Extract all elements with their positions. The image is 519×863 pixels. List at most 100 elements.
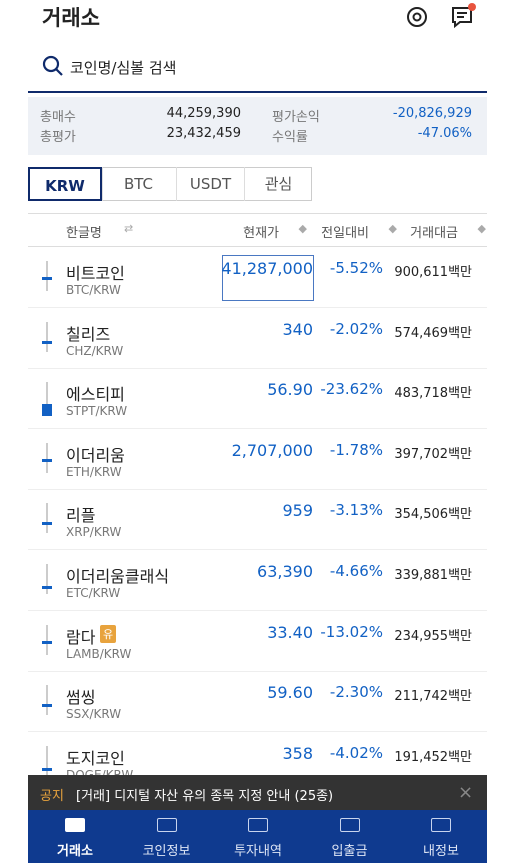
tab[interactable]: KRW <box>28 167 102 201</box>
nav-item[interactable]: 거래소 <box>57 844 93 859</box>
summary-label: 평가손익 <box>272 110 320 125</box>
price: 41,287,000 <box>221 259 313 278</box>
coin-name[interactable]: 비트코인 <box>66 264 125 283</box>
search-icon <box>42 55 63 76</box>
candle-body <box>42 458 52 462</box>
nav-item[interactable]: 투자내역 <box>234 844 282 859</box>
divider <box>28 246 487 247</box>
volume: 211,742백만 <box>394 689 472 705</box>
candle-body <box>42 404 52 417</box>
row-divider <box>28 670 487 672</box>
row-divider <box>28 367 487 369</box>
candle-wick <box>46 564 48 594</box>
coin-symbol: SSX/KRW <box>66 707 122 722</box>
nav-item[interactable]: 내정보 <box>423 844 459 859</box>
price: 33.40 <box>267 622 313 642</box>
volume: 900,611백만 <box>394 265 472 280</box>
volume: 483,718백만 <box>394 386 472 402</box>
nav-item[interactable]: 코인정보 <box>142 844 191 859</box>
coin-name[interactable]: 람다 <box>66 627 96 647</box>
candle-wick <box>46 321 48 352</box>
summary-label: 총평가 <box>40 130 76 145</box>
nav-icon <box>431 818 451 832</box>
candle-wick <box>46 382 48 413</box>
candle-body <box>42 277 52 280</box>
notice-tag: 공지 <box>40 789 64 804</box>
price: 56.90 <box>267 380 313 400</box>
tab[interactable]: 관심 <box>244 167 312 201</box>
change: -2.30% <box>329 683 383 702</box>
volume: 397,702백만 <box>394 446 472 462</box>
summary-value: 23,432,459 <box>166 126 241 141</box>
column-header[interactable]: 한글명 <box>66 226 102 241</box>
tab[interactable]: USDT <box>176 167 244 201</box>
sort-icon: ◆ <box>388 222 397 235</box>
candle-body <box>42 704 52 708</box>
summary-value: -20,826,929 <box>392 106 472 121</box>
coin-name[interactable]: 리플 <box>66 506 96 526</box>
coin-name[interactable]: 도지코인 <box>66 748 125 768</box>
volume: 191,452백만 <box>394 749 472 765</box>
candle-body <box>42 767 52 771</box>
change: -23.62% <box>320 380 383 399</box>
candle-body <box>42 640 52 644</box>
change: -13.02% <box>320 622 383 641</box>
coin-name[interactable]: 칠리즈 <box>66 324 111 344</box>
candle-body <box>42 522 52 526</box>
candle-body <box>42 340 52 344</box>
tab[interactable]: BTC <box>102 167 174 201</box>
coin-symbol: ETC/KRW <box>66 586 121 600</box>
coin-symbol: LAMB/KRW <box>66 646 132 661</box>
price: 959 <box>282 501 313 521</box>
column-header[interactable]: 전일대비 <box>321 226 369 241</box>
sort-icon: ◆ <box>298 222 307 235</box>
row-divider <box>28 731 487 733</box>
summary-label: 총매수 <box>40 110 76 125</box>
row-divider <box>28 549 487 551</box>
price: 59.60 <box>267 683 313 703</box>
notice-bar[interactable] <box>28 775 487 810</box>
row-divider <box>28 428 487 430</box>
sort-icon: ◆ <box>477 222 486 235</box>
summary-box <box>28 97 487 155</box>
change: -4.66% <box>329 562 383 580</box>
warning-badge: 유 <box>100 624 117 643</box>
nav-item[interactable]: 입출금 <box>331 844 368 859</box>
nav-icon <box>339 818 360 832</box>
summary-value: -47.06% <box>417 126 472 141</box>
change: -4.02% <box>329 743 383 762</box>
notice-text[interactable]: [거래] 디지털 자산 유의 종목 지정 안내 (25종) <box>76 789 334 804</box>
nav-icon <box>156 818 177 832</box>
column-header[interactable]: 거래대금 <box>410 226 458 241</box>
candle-wick <box>46 745 48 776</box>
price: 358 <box>282 743 313 763</box>
coin-symbol: BTC/KRW <box>66 283 121 297</box>
change: -2.02% <box>329 319 383 338</box>
candle-wick <box>46 261 48 291</box>
candle-wick <box>46 442 48 473</box>
search-input[interactable]: 코인명/심볼 검색 <box>70 59 177 77</box>
coin-name[interactable]: 이더리움 <box>66 445 125 465</box>
coin-symbol: STPT/KRW <box>66 404 128 419</box>
coin-name[interactable]: 썸씽 <box>66 688 96 708</box>
coin-name[interactable]: 에스티피 <box>66 385 125 405</box>
volume: 574,469백만 <box>394 325 472 341</box>
settings-icon[interactable] <box>404 4 430 30</box>
row-divider <box>28 610 487 611</box>
change: -1.78% <box>329 440 383 459</box>
search-underline <box>28 91 487 93</box>
coin-name[interactable]: 이더리움클래식 <box>66 567 170 586</box>
row-divider <box>28 488 487 490</box>
nav-icon <box>65 818 85 832</box>
candle-wick <box>46 624 48 655</box>
nav-icon <box>248 818 268 832</box>
chat-icon[interactable] <box>450 2 478 30</box>
column-header[interactable]: 현재가 <box>243 226 279 241</box>
title: 거래소 <box>42 6 100 30</box>
coin-symbol: CHZ/KRW <box>66 343 124 358</box>
close-icon[interactable]: × <box>458 782 474 803</box>
summary-label: 수익률 <box>272 130 308 145</box>
candle-wick <box>46 685 48 716</box>
volume: 354,506백만 <box>394 507 472 523</box>
